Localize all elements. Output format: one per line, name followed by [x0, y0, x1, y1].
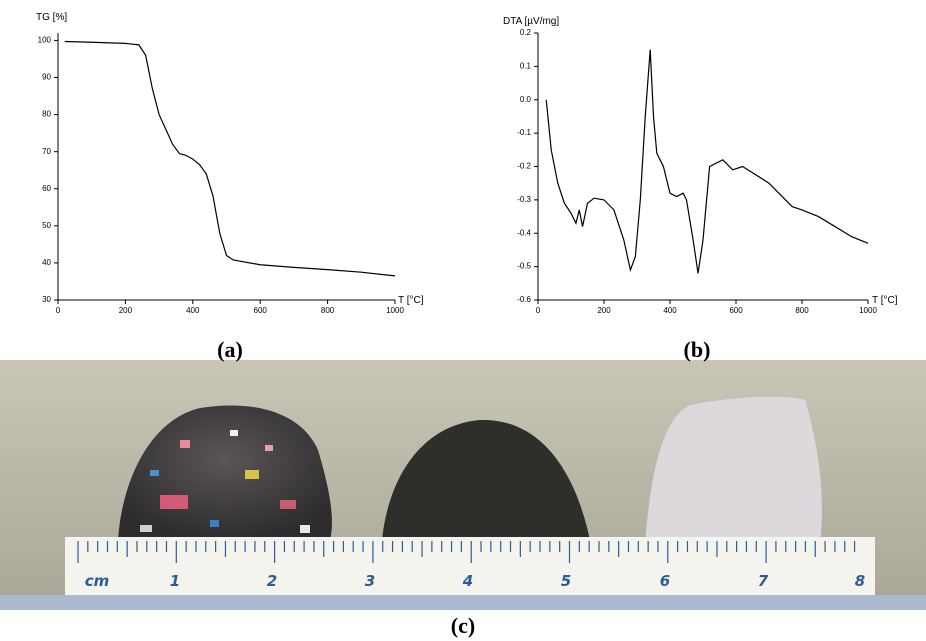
ruler-ticks — [77, 541, 856, 563]
y-tick-label: 0.1 — [520, 61, 532, 70]
ruler-edge — [0, 595, 926, 610]
data-line — [64, 40, 396, 277]
ruler-label: 1 — [170, 572, 180, 590]
y-tick-label: 70 — [42, 147, 51, 156]
y-tick-label: -0.4 — [517, 228, 531, 237]
x-tick-label: 200 — [119, 306, 133, 315]
ruler — [65, 537, 875, 595]
x-tick-label: 200 — [597, 306, 611, 315]
y-tick-label: -0.6 — [517, 295, 531, 304]
caption: (c) — [451, 613, 475, 638]
ruler-label: 2 — [267, 572, 277, 590]
y-tick-label: 50 — [42, 221, 51, 230]
y-tick-label: 40 — [42, 258, 51, 267]
x-tick-label: 1000 — [386, 306, 404, 315]
y-tick-label: -0.5 — [517, 262, 531, 271]
y-tick-label: 90 — [42, 73, 51, 82]
ash-pile — [645, 396, 822, 545]
x-axis-label: T [°C] — [398, 295, 424, 306]
ruler-label: 3 — [365, 572, 375, 590]
y-tick-label: 80 — [42, 110, 51, 119]
pyrolysis-char-pile — [382, 419, 590, 540]
photo: cm 1 2 3 4 5 6 7 8 — [0, 360, 926, 610]
y-axis-label: DTA [µV/mg] — [503, 16, 559, 27]
chart: -0.6 -0.5 -0.4 -0.3 -0.2 -0.1 0.0 0.1 0.2 0 200 400… — [503, 16, 898, 315]
ruler-label: 7 — [758, 572, 769, 590]
ruler-label: 4 — [462, 572, 473, 590]
y-tick-label: 30 — [42, 295, 51, 304]
y-tick-label: 60 — [42, 184, 51, 193]
caption: (b) — [684, 337, 711, 362]
caption: (a) — [217, 337, 243, 362]
x-tick-label: 600 — [254, 306, 268, 315]
x-tick-label: 400 — [663, 306, 677, 315]
y-tick-label: -0.2 — [517, 162, 531, 171]
x-tick-label: 600 — [729, 306, 743, 315]
ruler-labels: cm 1 2 3 4 5 6 7 8 — [85, 572, 865, 590]
x-tick-label: 400 — [186, 306, 200, 315]
x-tick-label: 800 — [795, 306, 809, 315]
data-line — [545, 49, 869, 274]
ruler-label: 6 — [660, 572, 670, 590]
y-tick-label: 0.0 — [520, 95, 532, 104]
x-axis-label: T [°C] — [872, 295, 898, 306]
x-tick-label: 0 — [536, 306, 541, 315]
plastic-flakes — [140, 430, 310, 533]
y-tick-label: 100 — [38, 36, 52, 45]
ruler-label: 8 — [855, 572, 865, 590]
y-tick-label: 0.2 — [520, 28, 532, 37]
y-tick-label: -0.3 — [517, 195, 531, 204]
x-tick-label: 1000 — [859, 306, 877, 315]
y-axis-label: TG [%] — [36, 12, 67, 23]
ruler-label: 5 — [561, 572, 571, 590]
ruler-label: cm — [85, 572, 110, 590]
x-tick-label: 0 — [56, 306, 61, 315]
x-tick-label: 800 — [321, 306, 335, 315]
y-tick-label: -0.1 — [517, 128, 531, 137]
